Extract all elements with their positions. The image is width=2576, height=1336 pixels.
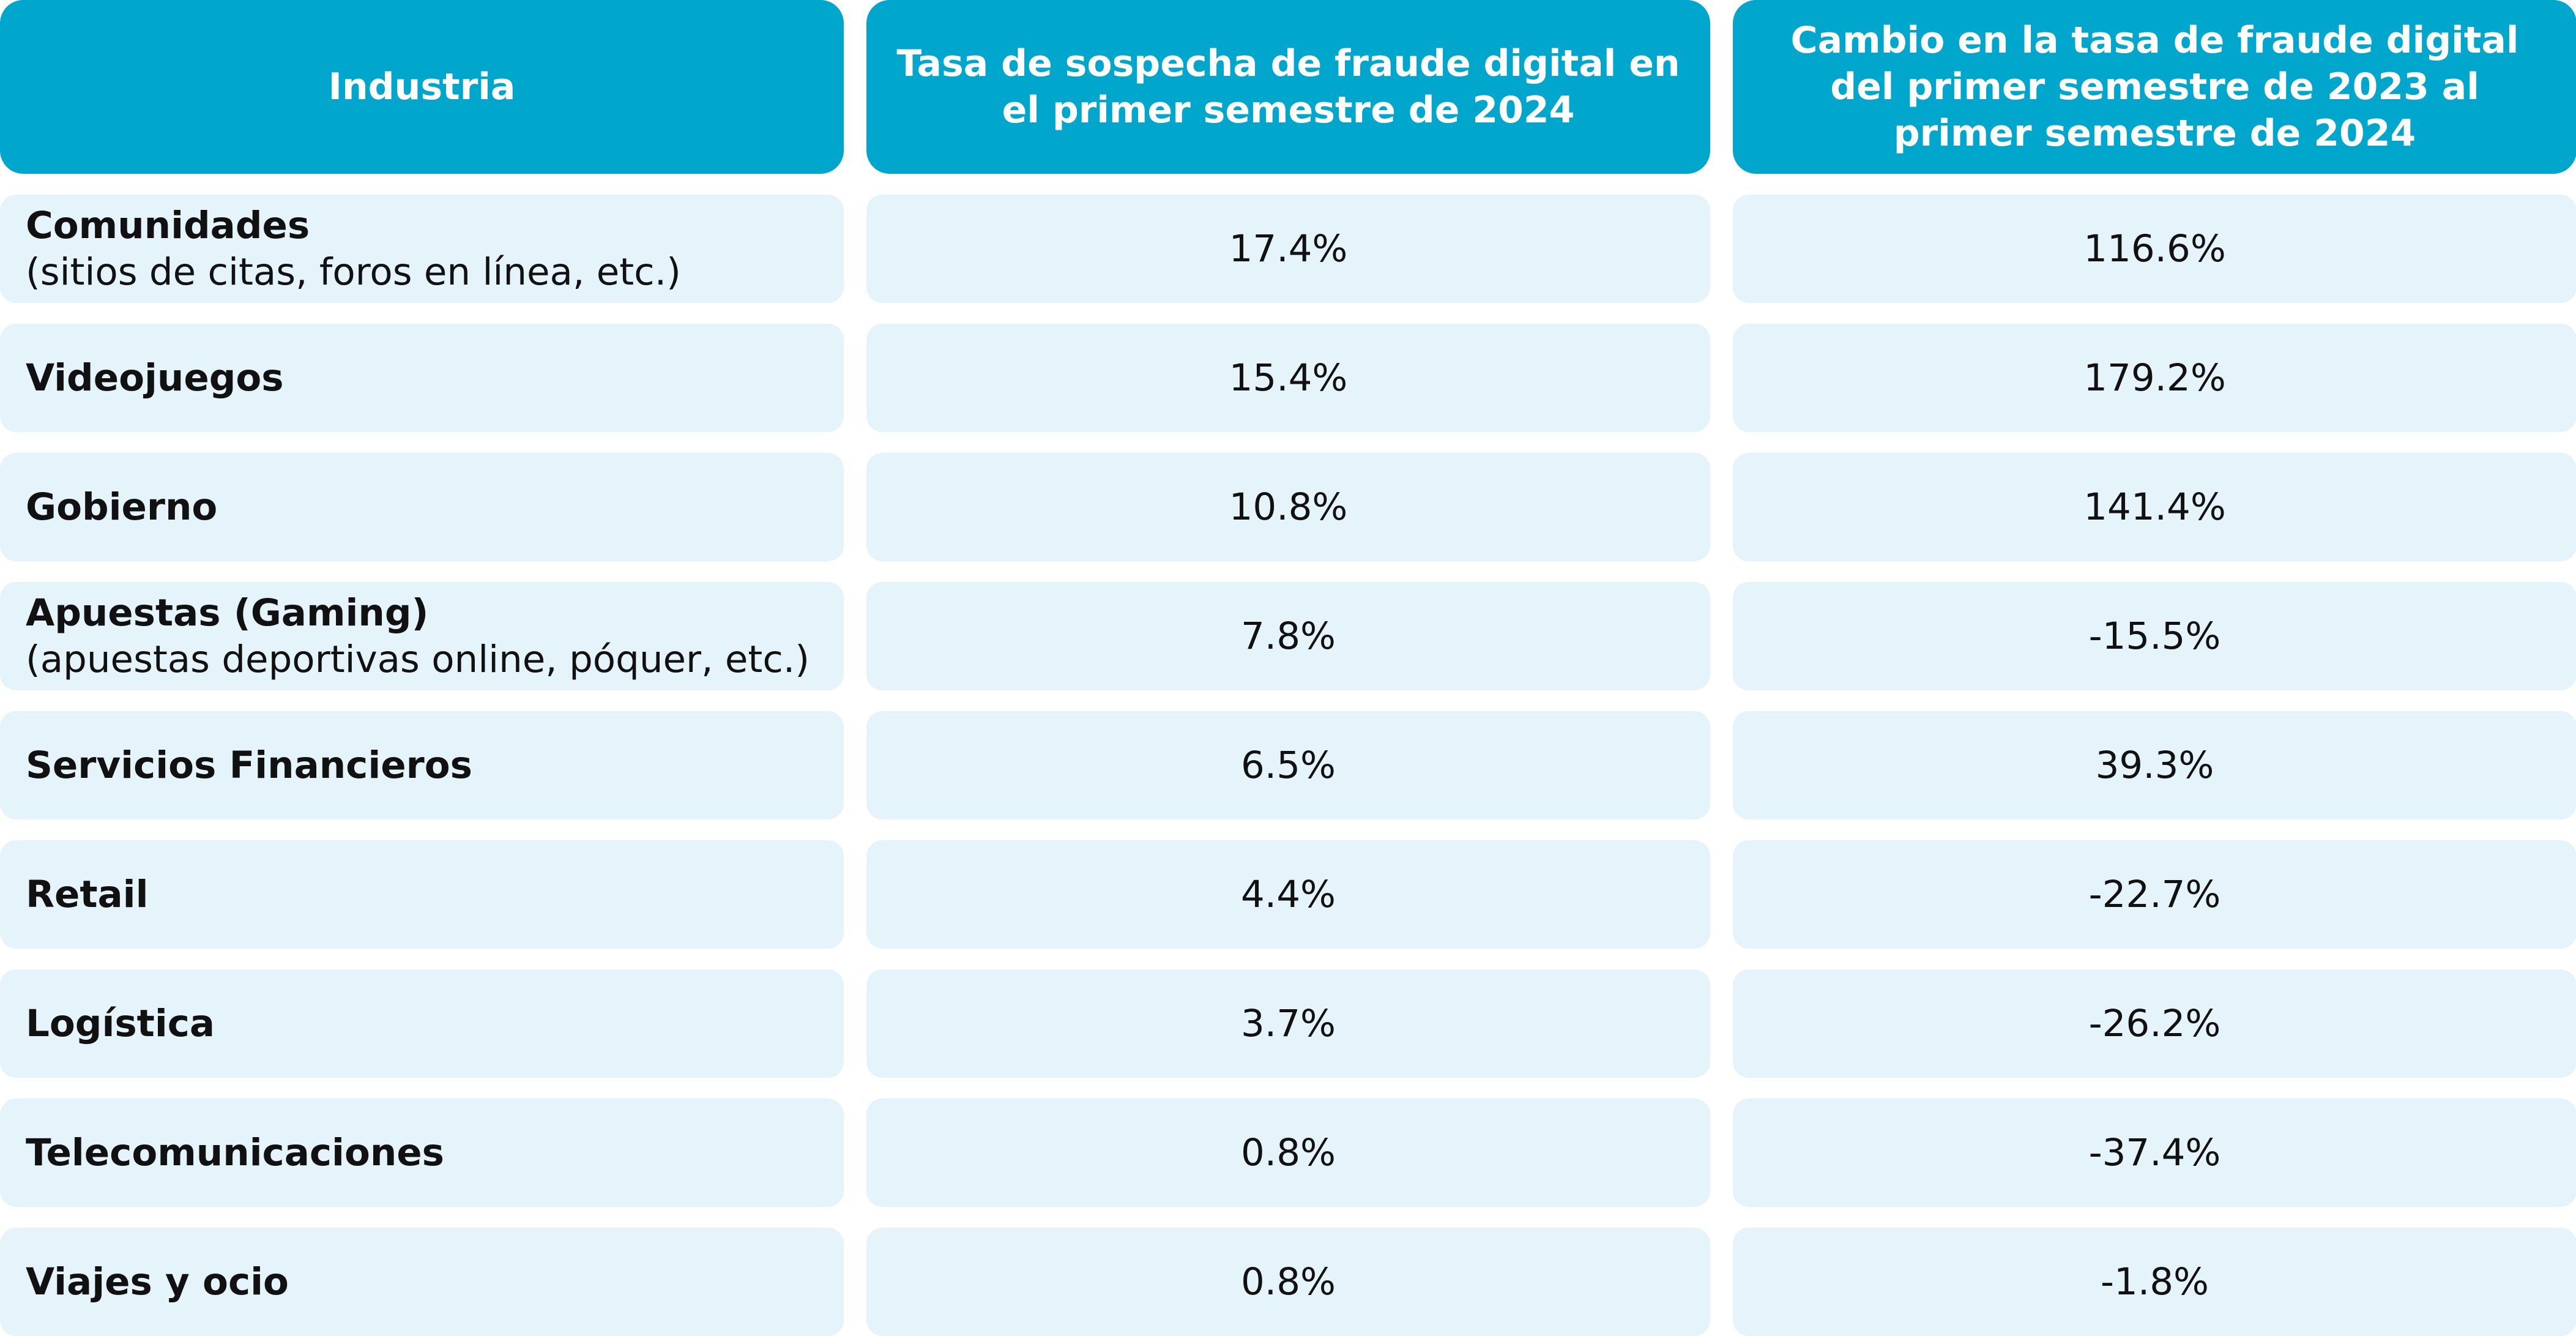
row-8-change: -1.8%: [1733, 1228, 2576, 1336]
row-4-change: 39.3%: [1733, 711, 2576, 819]
row-6-change: -26.2%: [1733, 969, 2576, 1078]
row-6-industry: Logística: [0, 969, 844, 1078]
row-2-industry: Gobierno: [0, 453, 844, 561]
industry-subtitle: (apuestas deportivas online, póquer, etc…: [26, 637, 810, 681]
industry-name: Servicios Financieros: [26, 743, 472, 787]
row-2-rate: 10.8%: [866, 453, 1710, 561]
row-8-industry: Viajes y ocio: [0, 1228, 844, 1336]
industry-name: Apuestas (Gaming): [26, 591, 429, 635]
row-3-change: -15.5%: [1733, 582, 2576, 690]
industry-name: Comunidades: [26, 203, 310, 247]
industry-name: Videojuegos: [26, 356, 284, 400]
row-0-industry: Comunidades (sitios de citas, foros en l…: [0, 195, 844, 303]
row-3-industry: Apuestas (Gaming) (apuestas deportivas o…: [0, 582, 844, 690]
row-5-industry: Retail: [0, 840, 844, 949]
row-7-industry: Telecomunicaciones: [0, 1099, 844, 1207]
row-6-rate: 3.7%: [866, 969, 1710, 1078]
row-1-rate: 15.4%: [866, 324, 1710, 432]
industry-name: Viajes y ocio: [26, 1259, 289, 1304]
row-2-change: 141.4%: [1733, 453, 2576, 561]
industry-name: Gobierno: [26, 485, 218, 529]
row-7-change: -37.4%: [1733, 1099, 2576, 1207]
header-industria: Industria: [0, 0, 844, 174]
row-4-rate: 6.5%: [866, 711, 1710, 819]
header-fraud-rate-change: Cambio en la tasa de fraude digital del …: [1733, 0, 2576, 174]
industry-name: Retail: [26, 872, 149, 916]
row-3-rate: 7.8%: [866, 582, 1710, 690]
row-5-rate: 4.4%: [866, 840, 1710, 949]
row-0-rate: 17.4%: [866, 195, 1710, 303]
industry-subtitle: (sitios de citas, foros en línea, etc.): [26, 250, 681, 294]
row-1-industry: Videojuegos: [0, 324, 844, 432]
row-8-rate: 0.8%: [866, 1228, 1710, 1336]
row-5-change: -22.7%: [1733, 840, 2576, 949]
industry-name: Logística: [26, 1001, 215, 1045]
row-7-rate: 0.8%: [866, 1099, 1710, 1207]
industry-name: Telecomunicaciones: [26, 1130, 444, 1174]
row-1-change: 179.2%: [1733, 324, 2576, 432]
row-4-industry: Servicios Financieros: [0, 711, 844, 819]
row-0-change: 116.6%: [1733, 195, 2576, 303]
header-fraud-rate-2024: Tasa de sospecha de fraude digital en el…: [866, 0, 1710, 174]
